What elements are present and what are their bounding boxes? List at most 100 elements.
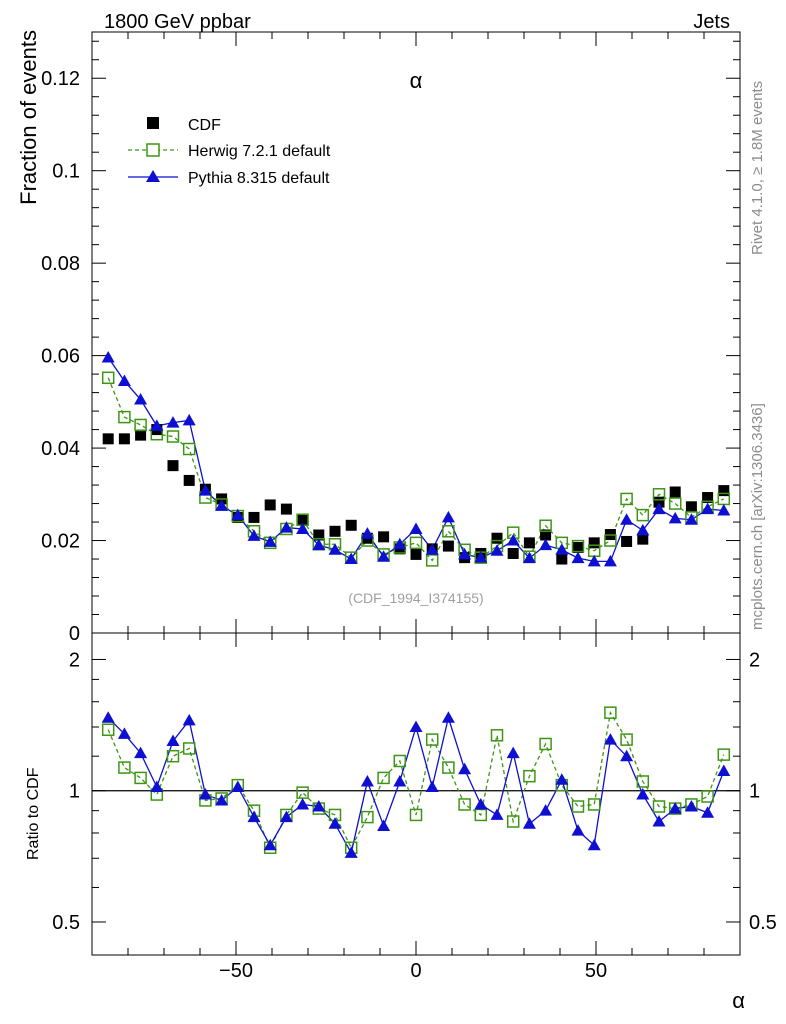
herwig-data-point <box>620 492 633 506</box>
pythia-data-point <box>506 534 520 546</box>
herwig-data-point <box>442 525 455 538</box>
ratio-y-tick-label: 1 <box>69 781 80 803</box>
cdf-data-point <box>588 537 600 549</box>
pythia-data-point <box>360 527 374 539</box>
pythia-data-point <box>215 499 229 511</box>
cdf-data-point <box>264 499 276 511</box>
pythia-data-point <box>458 547 472 560</box>
legend-pythia-marker <box>146 170 160 182</box>
pythia-ratio-point <box>344 846 358 858</box>
pythia-ratio-point <box>717 764 731 776</box>
pythia-data-point <box>571 551 585 564</box>
pythia-ratio-point <box>279 810 293 823</box>
cdf-data-point <box>183 474 195 486</box>
ratio-y-tick-label: 0.5 <box>52 912 80 934</box>
herwig-ratio-point <box>118 761 131 774</box>
cdf-data-point <box>280 503 292 515</box>
legend-cdf-label: CDF <box>188 117 221 134</box>
herwig-data-point <box>636 508 650 522</box>
cdf-data-point <box>556 553 568 565</box>
herwig-ratio-point <box>182 742 196 755</box>
header-process-label: Jets <box>693 11 730 33</box>
pythia-data-point <box>490 544 504 556</box>
herwig-data-point <box>409 536 423 550</box>
herwig-data-point <box>604 534 617 547</box>
pythia-data-point <box>312 538 326 551</box>
legend: CDF Herwig 7.2.1 default Pythia 8.315 de… <box>128 117 331 187</box>
pythia-data-point <box>134 393 148 405</box>
cdf-data-point <box>297 514 309 526</box>
herwig-ratio-point <box>490 729 504 742</box>
main-y-axis-title: Fraction of events <box>16 30 41 205</box>
cdf-data-point <box>653 496 665 508</box>
pythia-ratio-point <box>603 733 617 745</box>
cdf-data-point <box>637 533 649 545</box>
cdf-data-point <box>572 541 584 553</box>
pythia-data-point <box>231 508 245 521</box>
pythia-data-point <box>263 535 277 547</box>
cdf-data-point <box>135 429 147 441</box>
pythia-data-point <box>539 538 553 551</box>
pythia-ratio-point <box>571 824 585 836</box>
ratio-data-layer <box>101 706 731 858</box>
pythia-ratio-point <box>474 797 488 810</box>
x-tick-label: 0 <box>410 960 421 982</box>
cdf-data-point <box>685 501 697 513</box>
pythia-data-point <box>425 543 439 555</box>
pythia-data-point <box>587 554 601 567</box>
herwig-ratio-point <box>539 737 552 751</box>
pythia-data-point <box>409 522 423 534</box>
pythia-data-point <box>247 529 261 541</box>
herwig-ratio-point <box>652 800 666 813</box>
cdf-data-point <box>378 531 390 543</box>
pythia-data-point <box>393 537 407 550</box>
pythia-data-point <box>377 550 391 562</box>
pythia-ratio-point <box>458 762 472 775</box>
pythia-data-point <box>603 554 617 567</box>
pythia-ratio-point <box>409 720 423 733</box>
herwig-ratio-point <box>506 815 520 828</box>
cdf-data-point <box>718 485 730 497</box>
pythia-ratio-point <box>198 788 212 800</box>
cdf-data-point <box>702 492 714 504</box>
herwig-ratio-point <box>571 800 585 813</box>
cdf-data-point <box>313 529 325 541</box>
ratio-panel: 0.5 0.5 1 1 2 2 −50 0 50 Ratio to CDF α <box>25 632 777 1013</box>
pythia-data-point <box>182 413 196 426</box>
herwig-data-point <box>668 497 682 510</box>
herwig-ratio-point <box>587 798 601 811</box>
pythia-data-point <box>279 521 293 533</box>
herwig-ratio-point <box>636 775 650 788</box>
cdf-data-point <box>118 433 130 445</box>
ratio-y-tick-label-right: 1 <box>749 781 760 803</box>
pythia-data-point <box>522 551 536 564</box>
herwig-ratio-point <box>409 808 423 822</box>
herwig-data-point <box>571 539 585 553</box>
main-y-tick-label: 0.1 <box>52 161 80 183</box>
pythia-data-point <box>668 511 682 524</box>
pythia-ratio-point <box>166 734 180 747</box>
y-zero-tick-label: 0 <box>69 623 80 645</box>
cdf-data-point <box>523 537 535 549</box>
side-rivet-label: Rivet 4.1.0, ≥ 1.8M events <box>749 81 766 255</box>
pythia-ratio-point <box>506 746 520 759</box>
pythia-ratio-point <box>522 817 536 829</box>
pythia-ratio-point <box>701 806 715 818</box>
main-y-tick-label: 0.08 <box>41 253 80 275</box>
herwig-data-point <box>101 371 115 385</box>
pythia-data-point <box>652 502 666 515</box>
legend-cdf-marker <box>147 117 159 129</box>
herwig-ratio-point <box>442 761 455 774</box>
pythia-ratio-point <box>312 800 326 812</box>
pythia-data-point <box>620 513 634 525</box>
pythia-data-point <box>117 374 131 387</box>
main-y-tick-label: 0.06 <box>41 346 80 368</box>
herwig-ratio-point <box>296 786 309 799</box>
cdf-data-point <box>621 535 633 547</box>
ratio-axis-ticks <box>91 633 741 955</box>
herwig-ratio-point <box>101 723 115 736</box>
main-panel: 0.02 0.04 0.06 0.08 0.1 0.12 0 Fraction of ev… <box>16 30 741 645</box>
pythia-ratio-point <box>393 774 407 787</box>
pythia-ratio-point <box>117 727 131 739</box>
